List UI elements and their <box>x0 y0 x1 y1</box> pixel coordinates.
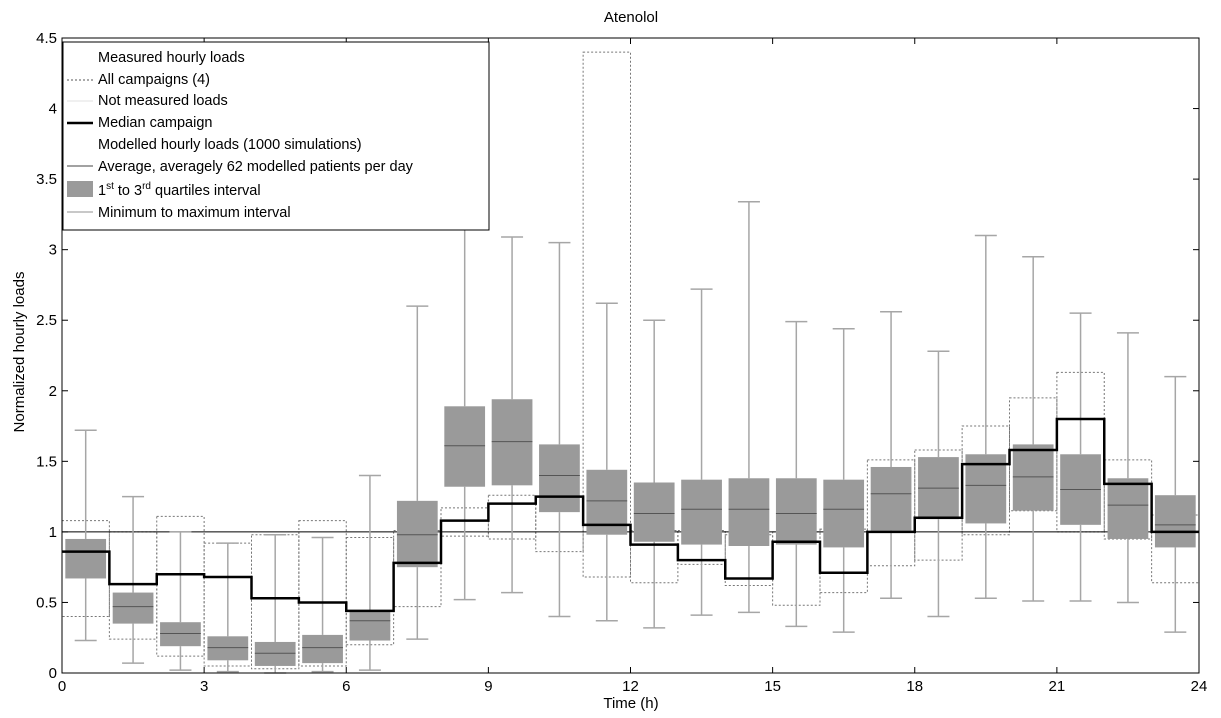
median-campaign-line <box>62 417 1199 613</box>
quartile-box-hour-4 <box>254 641 296 666</box>
legend-quartiles-part3: quartiles interval <box>151 183 261 199</box>
x-tick-label-3: 3 <box>200 678 208 695</box>
x-tick-label-9: 9 <box>484 678 492 695</box>
x-axis-ticks: 0 3 6 9 12 15 18 21 24 <box>58 38 1208 695</box>
legend-swatch-quartiles <box>67 181 93 197</box>
x-tick-label-21: 21 <box>1049 678 1066 695</box>
y-tick-label-0.5: 0.5 <box>36 594 57 611</box>
quartile-box-hour-22 <box>1107 478 1149 539</box>
quartile-box-hour-15 <box>775 478 817 545</box>
legend-label-all-campaigns: All campaigns (4) <box>98 72 210 88</box>
legend-label-measured-heading: Measured hourly loads <box>98 50 245 66</box>
quartile-box-hour-14 <box>728 478 770 546</box>
y-axis-ticks: 0 0.5 1 1.5 2 2.5 3 3.5 4 4.5 <box>36 30 1199 682</box>
y-tick-label-1.5: 1.5 <box>36 453 57 470</box>
campaign-band-hour-10 <box>535 496 584 553</box>
x-tick-label-24: 24 <box>1191 678 1208 695</box>
x-tick-label-15: 15 <box>764 678 781 695</box>
campaign-band-hour-22 <box>1103 459 1153 540</box>
quartile-box-hour-8 <box>444 406 486 487</box>
x-axis-label: Time (h) <box>603 695 658 712</box>
whiskers <box>74 200 1187 674</box>
legend-label-median-campaign: Median campaign <box>98 115 212 131</box>
quartile-box-hour-12 <box>633 482 675 542</box>
y-tick-label-0: 0 <box>49 665 57 682</box>
y-axis-label: Normalized hourly loads <box>11 272 28 433</box>
legend-quartiles-part2: to 3 <box>114 183 142 199</box>
quartile-box-hour-20 <box>1012 444 1054 511</box>
quartile-box-hour-0 <box>65 538 107 579</box>
y-tick-label-4: 4 <box>49 101 57 118</box>
x-tick-label-18: 18 <box>906 678 923 695</box>
quartile-box-hour-1 <box>112 592 154 624</box>
quartile-box-hour-23 <box>1154 495 1196 548</box>
legend-label-average: Average, averagely 62 modelled patients … <box>98 159 414 175</box>
quartile-boxes <box>65 399 1196 666</box>
quartile-box-hour-2 <box>160 622 201 647</box>
y-tick-label-4.5: 4.5 <box>36 30 57 47</box>
campaign-band-hour-11 <box>582 51 631 578</box>
y-tick-label-1: 1 <box>49 524 57 541</box>
y-tick-label-3: 3 <box>49 242 57 259</box>
legend-label-modelled-heading: Modelled hourly loads (1000 simulations) <box>98 137 362 153</box>
quartile-box-hour-13 <box>681 479 722 545</box>
campaign-band-hour-21 <box>1056 371 1105 533</box>
quartile-box-hour-9 <box>491 399 533 486</box>
x-tick-label-12: 12 <box>622 678 639 695</box>
legend: Measured hourly loads All campaigns (4) … <box>62 41 490 231</box>
legend-label-quartiles: 1st to 3rd quartiles interval <box>98 181 261 199</box>
x-tick-label-0: 0 <box>58 678 66 695</box>
chart-title: Atenolol <box>604 9 658 26</box>
legend-frame <box>62 41 490 231</box>
y-tick-label-2: 2 <box>49 383 57 400</box>
legend-label-min-max: Minimum to maximum interval <box>98 205 291 221</box>
quartile-box-hour-3 <box>207 636 249 661</box>
legend-label-not-measured: Not measured loads <box>98 93 228 109</box>
quartile-box-hour-5 <box>302 634 343 664</box>
legend-quartiles-part1: 1 <box>98 183 106 199</box>
quartile-box-hour-10 <box>539 444 580 513</box>
quartile-box-hour-16 <box>823 479 865 548</box>
quartile-box-hour-6 <box>349 610 391 641</box>
legend-quartiles-sup2: rd <box>142 181 151 192</box>
y-tick-label-2.5: 2.5 <box>36 312 57 329</box>
x-tick-label-6: 6 <box>342 678 350 695</box>
quartile-box-hour-17 <box>870 466 912 531</box>
quartile-box-hour-7 <box>396 500 438 568</box>
legend-quartiles-sup1: st <box>106 181 114 192</box>
quartile-box-hour-19 <box>965 454 1007 524</box>
y-tick-label-3.5: 3.5 <box>36 171 57 188</box>
